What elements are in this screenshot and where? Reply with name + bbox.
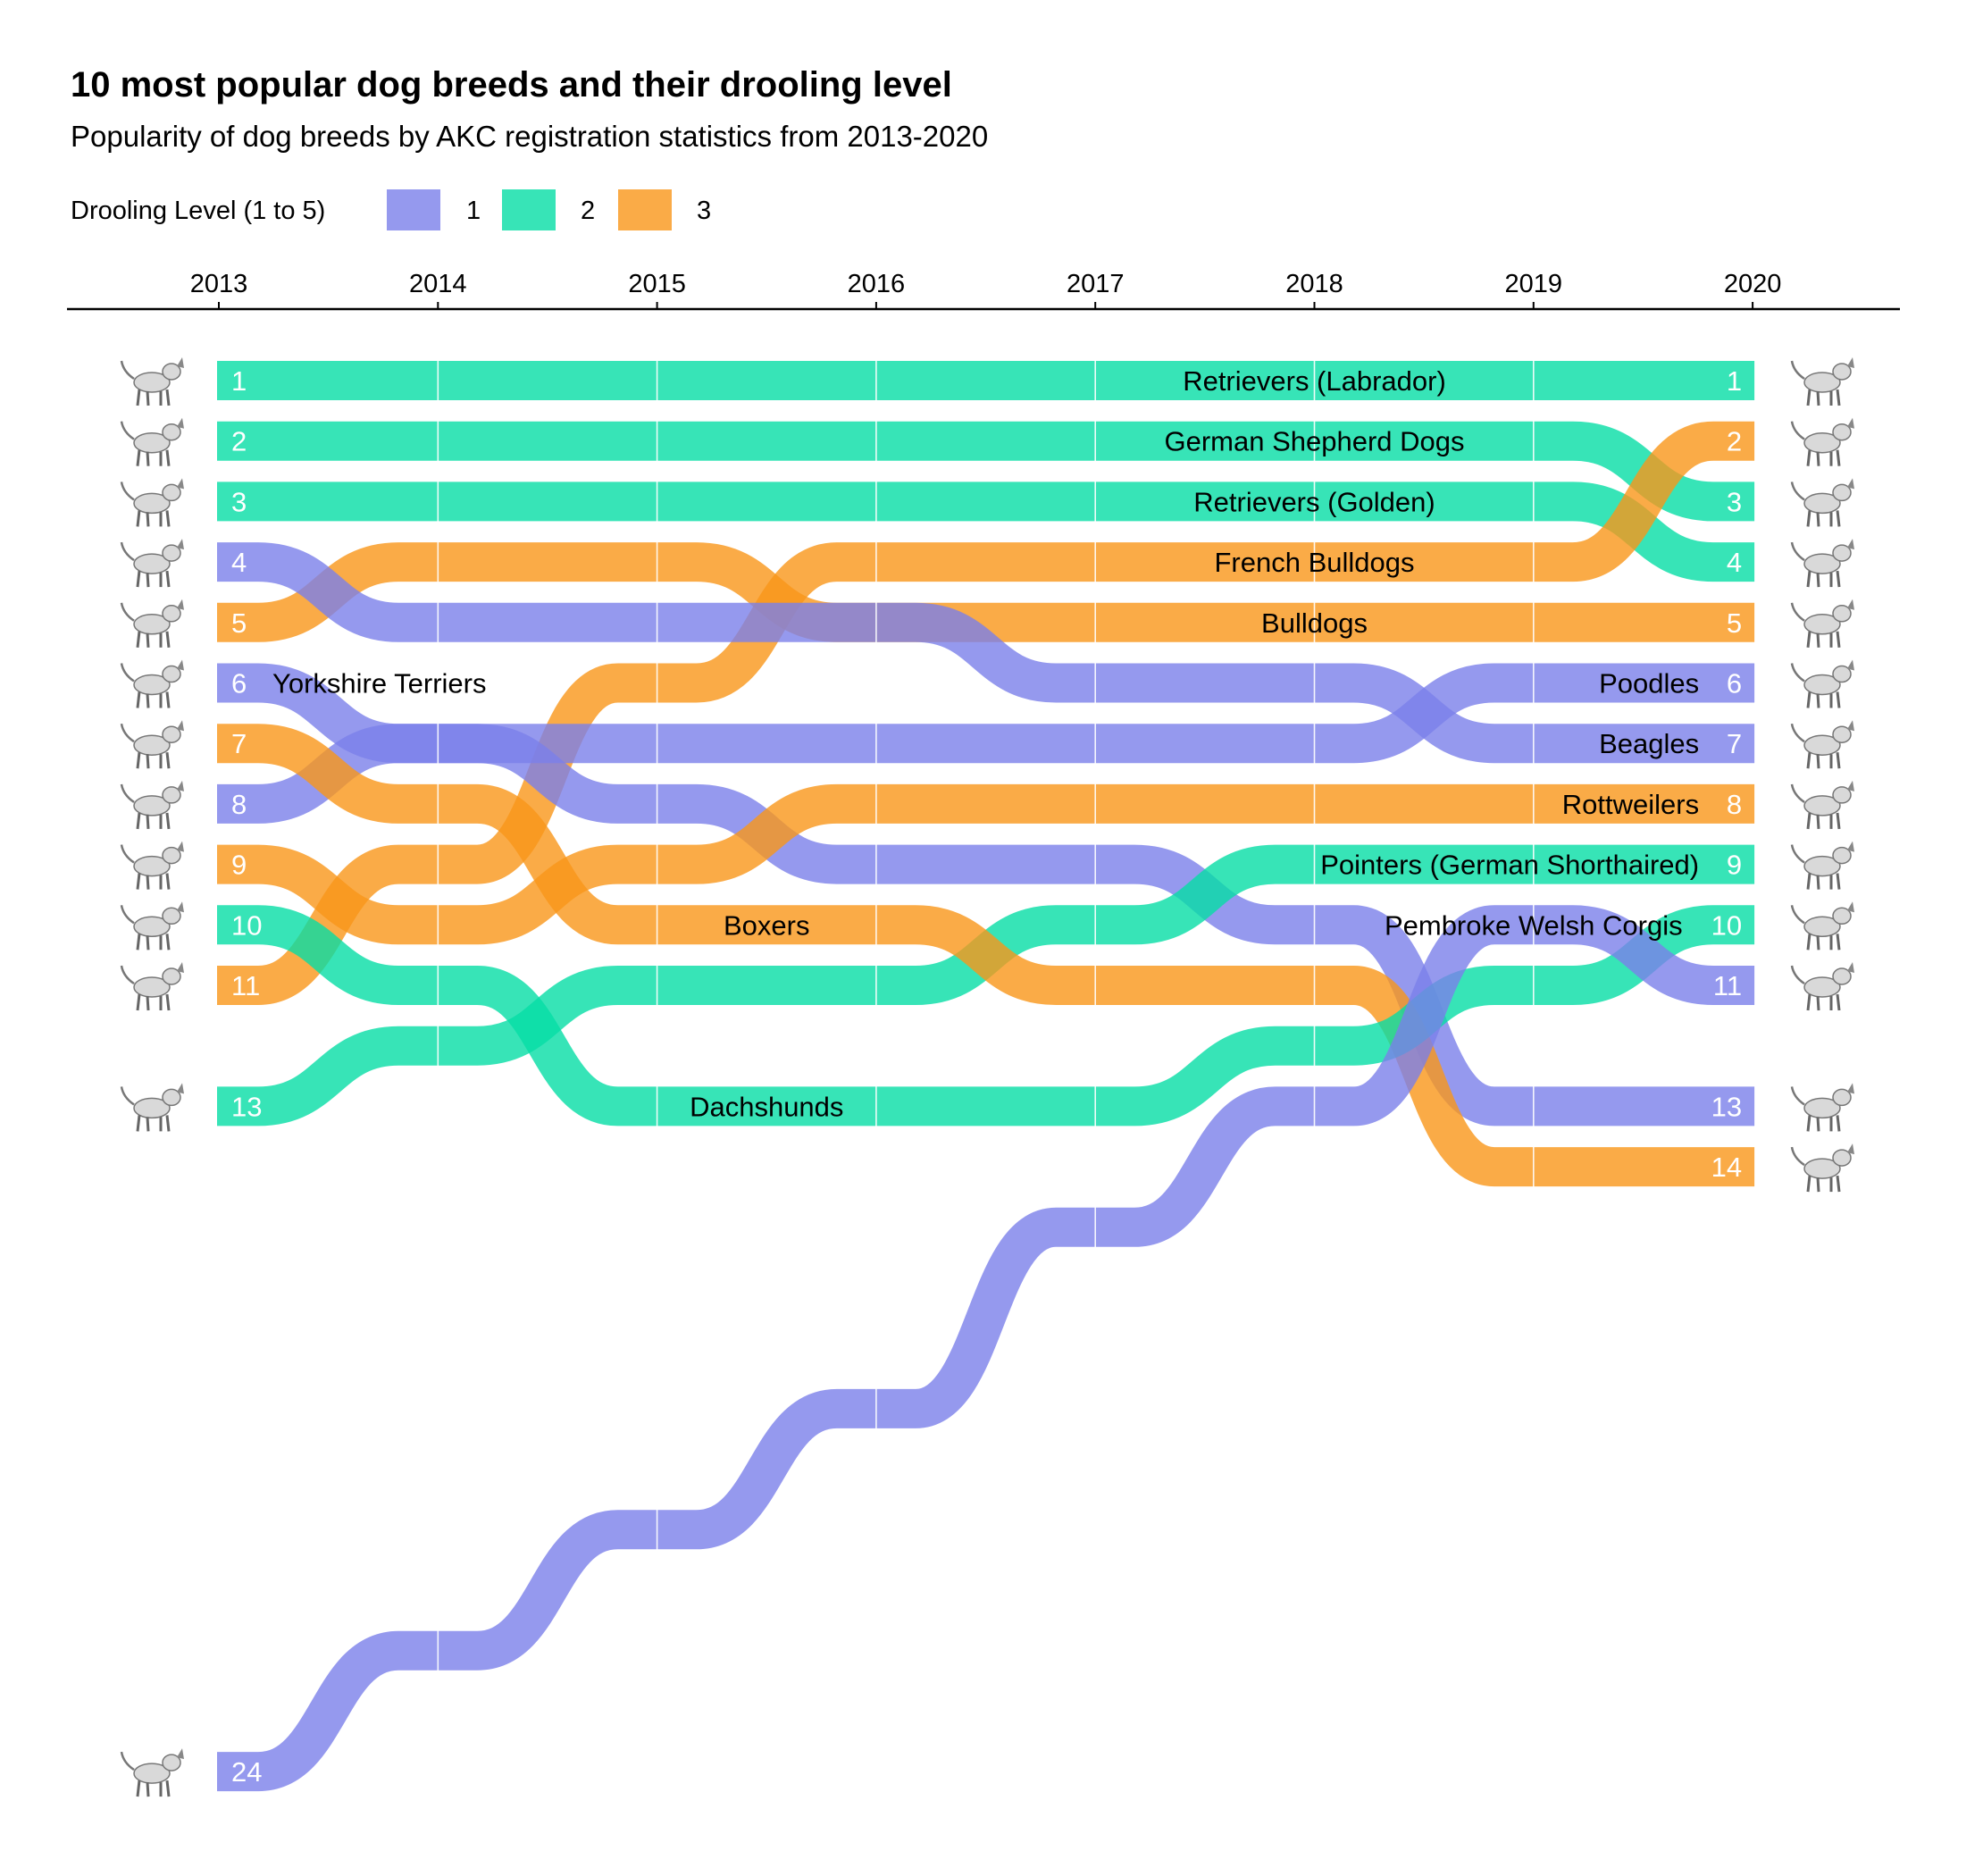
rank-label-start-pembroke-welsh-corgis: 24 (231, 1756, 262, 1788)
rank-label-start-retrievers-labrador: 1 (231, 365, 247, 397)
rank-label-start-french-bulldogs: 11 (231, 970, 260, 1001)
french-bulldog-icon (1790, 416, 1856, 468)
boxer-icon (120, 718, 186, 770)
legend-swatch-3 (618, 189, 672, 230)
band-beagles (217, 542, 1755, 764)
rank-label-end-rottweilers: 8 (1727, 789, 1742, 820)
rank-label-end-french-bulldogs: 2 (1727, 426, 1742, 457)
band-dachshunds (217, 905, 1755, 1126)
rank-label-start-rottweilers: 9 (231, 850, 247, 881)
rank-label-start-boxers: 7 (231, 728, 247, 759)
rottweiler-icon (120, 840, 186, 892)
band-french-bulldogs (217, 421, 1755, 1005)
breed-label-beagles: Beagles (1599, 728, 1699, 759)
rank-label-end-dachshunds: 10 (1711, 909, 1742, 941)
rank-label-end-retrievers-golden: 4 (1727, 547, 1742, 578)
german-shepherd-icon (1790, 476, 1856, 528)
legend-label-1: 1 (466, 197, 481, 225)
x-tick-label-2020: 2020 (1724, 270, 1782, 298)
rank-label-end-boxers: 14 (1711, 1152, 1742, 1183)
breed-label-poodles: Poodles (1599, 668, 1699, 699)
x-tick-label-2019: 2019 (1505, 270, 1563, 298)
band-poodles (217, 663, 1755, 824)
band-pointers-german-shorthaired (217, 844, 1755, 1126)
breed-label-yorkshire-terriers: Yorkshire Terriers (272, 668, 486, 699)
german-shepherd-icon (120, 416, 186, 468)
x-tick-label-2013: 2013 (190, 270, 248, 298)
x-tick-label-2014: 2014 (409, 270, 467, 298)
rank-label-end-poodles: 6 (1727, 668, 1742, 699)
x-tick-label-2018: 2018 (1285, 270, 1343, 298)
bulldog-icon (1790, 960, 1856, 1012)
bulldog-icon (120, 1746, 186, 1798)
x-tick-label-2015: 2015 (628, 270, 686, 298)
rank-label-end-german-shepherd-dogs: 3 (1727, 486, 1742, 517)
yorkshire-terrier-icon (120, 658, 186, 709)
rank-label-end-beagles: 7 (1727, 728, 1742, 759)
x-axis: 2013 2014 2015 2016 2017 2018 2019 2020 (190, 270, 1782, 309)
x-tick-label-2017: 2017 (1067, 270, 1125, 298)
breed-label-bulldogs: Bulldogs (1261, 607, 1368, 639)
bulldog-icon (1790, 598, 1856, 649)
labrador-icon (120, 356, 186, 407)
pointer-icon (120, 1081, 186, 1133)
legend-label-3: 3 (697, 197, 711, 225)
rank-label-end-retrievers-labrador: 1 (1727, 365, 1742, 397)
rank-label-end-pembroke-welsh-corgis: 11 (1713, 970, 1742, 1001)
beagle-icon (120, 537, 186, 589)
legend-label-2: 2 (581, 197, 595, 225)
rank-label-start-retrievers-golden: 3 (231, 486, 247, 517)
breed-label-boxers: Boxers (724, 909, 809, 941)
x-tick-label-2016: 2016 (848, 270, 906, 298)
dachshund-icon (1790, 900, 1856, 951)
rank-label-start-beagles: 4 (231, 547, 247, 578)
breed-label-german-shepherd-dogs: German Shepherd Dogs (1164, 426, 1464, 457)
breed-label-pointers-german-shorthaired: Pointers (German Shorthaired) (1320, 850, 1699, 881)
rank-label-start-german-shepherd-dogs: 2 (231, 426, 247, 457)
bulldog-icon (120, 598, 186, 649)
pointer-icon (1790, 840, 1856, 892)
golden-retriever-icon (120, 476, 186, 528)
breed-label-dachshunds: Dachshunds (690, 1091, 843, 1122)
rank-label-start-yorkshire-terriers: 6 (231, 668, 247, 699)
legend-swatch-2 (502, 189, 556, 230)
poodle-icon (1790, 658, 1856, 709)
bands-layer (217, 361, 1755, 1792)
rank-label-start-dachshunds: 10 (231, 909, 262, 941)
legend: Drooling Level (1 to 5) 1 2 3 (71, 189, 711, 230)
chart-subtitle: Popularity of dog breeds by AKC registra… (71, 120, 988, 153)
labrador-icon (1790, 356, 1856, 407)
band-german-shepherd-dogs (217, 421, 1755, 522)
boxer-icon (1790, 1142, 1856, 1193)
rank-label-start-poodles: 8 (231, 789, 247, 820)
rank-label-start-bulldogs: 5 (231, 607, 247, 639)
yorkshire-terrier-icon (1790, 1081, 1856, 1133)
poodle-icon (120, 779, 186, 831)
dachshund-icon (120, 900, 186, 951)
beagle-icon (1790, 718, 1856, 770)
breed-label-rottweilers: Rottweilers (1562, 789, 1699, 820)
breed-label-retrievers-labrador: Retrievers (Labrador) (1183, 365, 1446, 397)
rank-label-end-yorkshire-terriers: 13 (1711, 1091, 1742, 1122)
band-pembroke-welsh-corgis (217, 905, 1755, 1792)
rank-label-end-bulldogs: 5 (1727, 607, 1742, 639)
rottweiler-icon (1790, 779, 1856, 831)
golden-retriever-icon (1790, 537, 1856, 589)
grid-layer (437, 357, 1535, 1805)
legend-title: Drooling Level (1 to 5) (71, 197, 325, 225)
chart-title: 10 most popular dog breeds and their dro… (71, 65, 952, 105)
breed-label-french-bulldogs: French Bulldogs (1214, 547, 1414, 578)
legend-swatch-1 (387, 189, 440, 230)
rank-label-start-pointers-german-shorthaired: 13 (231, 1091, 262, 1122)
rank-label-end-pointers-german-shorthaired: 9 (1727, 850, 1742, 881)
breed-label-retrievers-golden: Retrievers (Golden) (1193, 486, 1435, 517)
breed-label-pembroke-welsh-corgis: Pembroke Welsh Corgis (1385, 909, 1683, 941)
french-bulldog-icon (120, 960, 186, 1012)
